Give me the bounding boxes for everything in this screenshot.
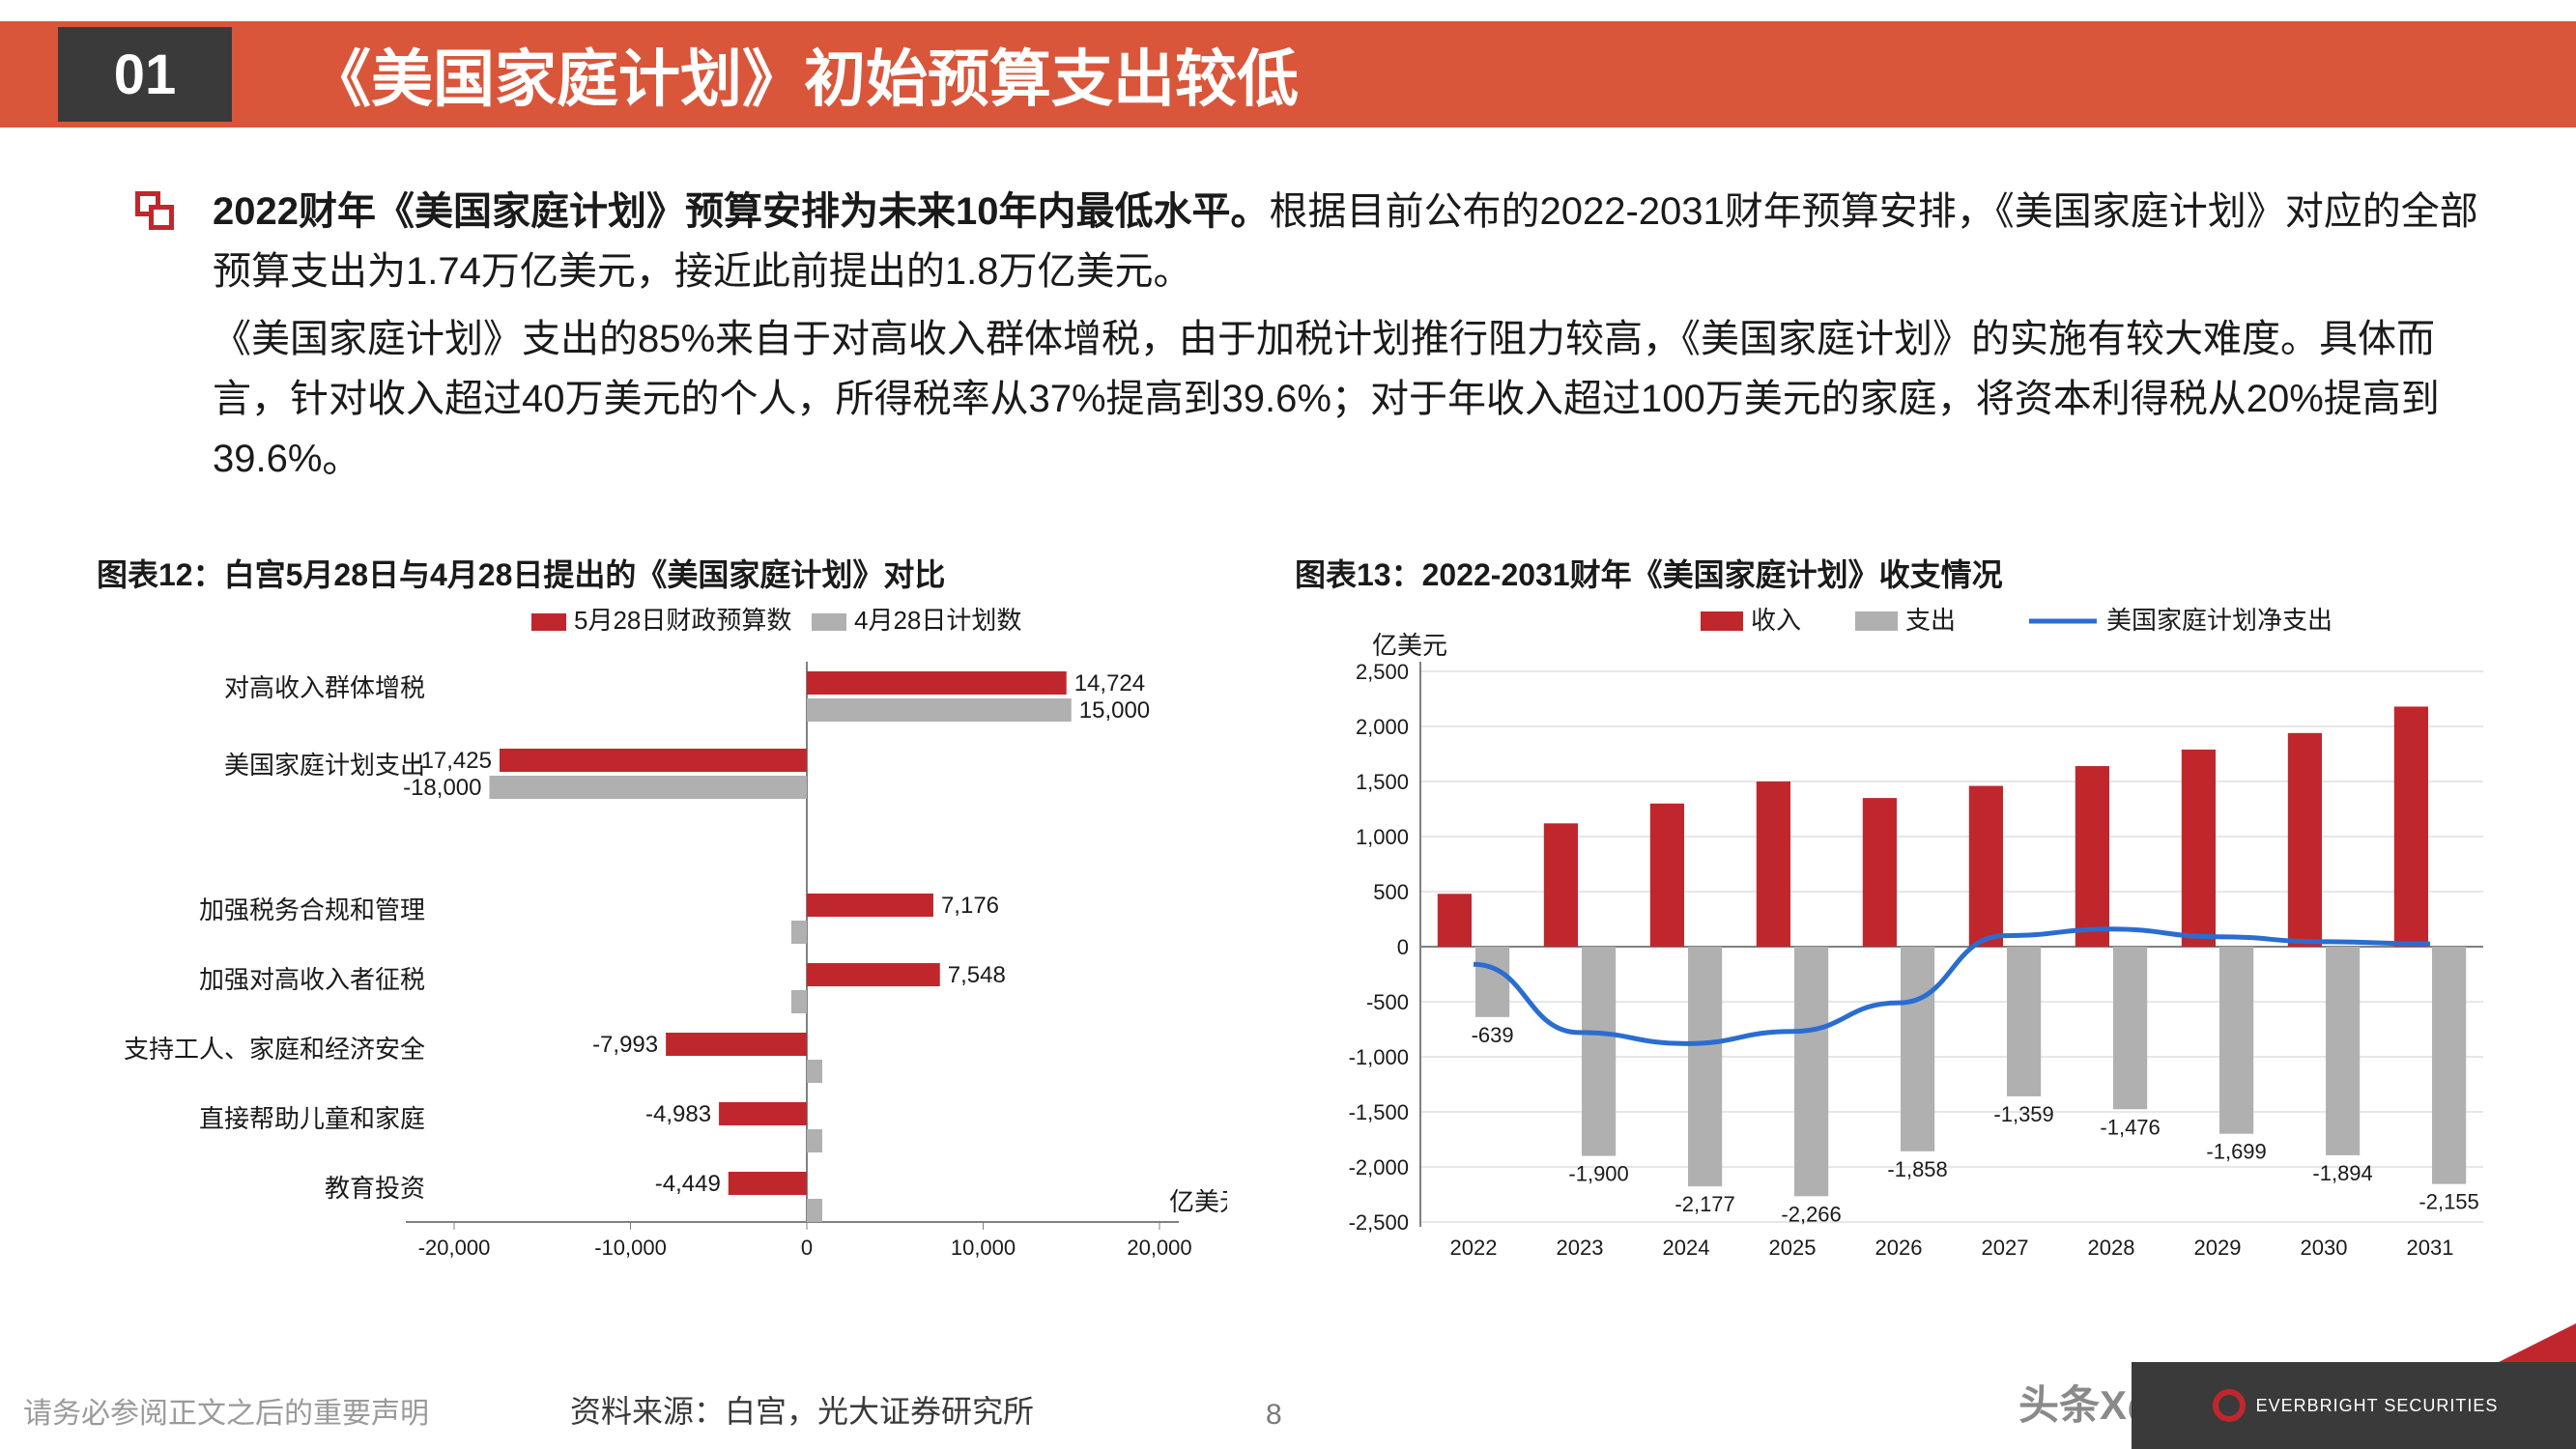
svg-text:-10,000: -10,000 (594, 1236, 667, 1260)
svg-text:-1,359: -1,359 (1993, 1102, 2053, 1126)
svg-text:亿美元: 亿美元 (1169, 1187, 1227, 1216)
svg-text:-20,000: -20,000 (418, 1236, 491, 1260)
logo-block: EVERBRIGHT SECURITIES (2132, 1362, 2576, 1449)
svg-text:0: 0 (1397, 935, 1409, 959)
svg-text:2029: 2029 (2194, 1236, 2242, 1260)
svg-text:2025: 2025 (1769, 1236, 1817, 1260)
chart12-title: 图表12：白宫5月28日与4月28日提出的《美国家庭计划》对比 (97, 551, 945, 595)
svg-text:-1,500: -1,500 (1349, 1100, 1409, 1124)
svg-text:2,000: 2,000 (1356, 715, 1409, 739)
paragraph-1: 2022财年《美国家庭计划》预算安排为未来10年内最低水平。根据目前公布的202… (213, 182, 2483, 301)
section-number: 01 (58, 27, 232, 122)
svg-text:-2,155: -2,155 (2419, 1190, 2478, 1214)
svg-text:4月28日计划数: 4月28日计划数 (854, 606, 1021, 635)
svg-text:-639: -639 (1472, 1023, 1514, 1047)
svg-text:-1,900: -1,900 (1568, 1162, 1628, 1186)
svg-text:教育投资: 教育投资 (325, 1174, 425, 1203)
svg-text:2027: 2027 (1982, 1236, 2029, 1260)
header-bar: 《美国家庭计划》初始预算支出较低 (0, 21, 2576, 128)
svg-text:2022: 2022 (1450, 1236, 1498, 1260)
svg-text:-1,699: -1,699 (2206, 1140, 2266, 1164)
svg-text:收入: 收入 (1751, 606, 1801, 635)
svg-text:支出: 支出 (1905, 606, 1956, 635)
logo-accent (2499, 1323, 2576, 1362)
svg-text:亿美元: 亿美元 (1372, 631, 1447, 660)
svg-text:加强税务合规和管理: 加强税务合规和管理 (199, 895, 425, 924)
svg-text:美国家庭计划支出: 美国家庭计划支出 (224, 751, 425, 780)
svg-text:对高收入群体增税: 对高收入群体增税 (224, 673, 425, 702)
svg-text:加强对高收入者征税: 加强对高收入者征税 (199, 965, 425, 994)
logo-icon (2210, 1386, 2248, 1425)
chart13-title: 图表13：2022-2031财年《美国家庭计划》收支情况 (1295, 551, 2003, 595)
disclaimer: 请务必参阅正文之后的重要声明 (23, 1389, 429, 1432)
svg-text:2023: 2023 (1557, 1236, 1604, 1260)
svg-text:2024: 2024 (1663, 1236, 1710, 1260)
svg-text:1,500: 1,500 (1356, 770, 1409, 794)
svg-text:2030: 2030 (2301, 1236, 2348, 1260)
svg-text:2031: 2031 (2407, 1236, 2454, 1260)
svg-text:-1,894: -1,894 (2312, 1161, 2372, 1185)
svg-text:支持工人、家庭和经济安全: 支持工人、家庭和经济安全 (124, 1035, 425, 1064)
svg-text:2,500: 2,500 (1356, 660, 1409, 684)
body-text: 2022财年《美国家庭计划》预算安排为未来10年内最低水平。根据目前公布的202… (213, 182, 2483, 497)
svg-text:14,724: 14,724 (1074, 670, 1145, 696)
svg-text:-1,000: -1,000 (1349, 1045, 1409, 1069)
bullet-icon (135, 191, 174, 230)
svg-text:-17,425: -17,425 (414, 748, 492, 774)
svg-text:-2,177: -2,177 (1674, 1192, 1734, 1216)
svg-text:20,000: 20,000 (1127, 1236, 1191, 1260)
svg-text:-4,983: -4,983 (645, 1101, 711, 1127)
paragraph-2: 《美国家庭计划》支出的85%来自于对高收入群体增税，由于加税计划推行阻力较高，《… (213, 309, 2483, 489)
svg-text:-2,500: -2,500 (1349, 1210, 1409, 1235)
source-text: 资料来源：白宫，光大证券研究所 (570, 1387, 1034, 1432)
page-number: 8 (1266, 1399, 1282, 1432)
svg-text:-500: -500 (1366, 990, 1409, 1014)
svg-text:7,176: 7,176 (941, 893, 999, 919)
svg-text:-2,266: -2,266 (1781, 1202, 1841, 1226)
svg-text:美国家庭计划净支出: 美国家庭计划净支出 (2106, 606, 2333, 635)
svg-text:直接帮助儿童和家庭: 直接帮助儿童和家庭 (199, 1104, 425, 1133)
svg-text:10,000: 10,000 (951, 1236, 1016, 1260)
svg-text:-2,000: -2,000 (1349, 1155, 1409, 1179)
svg-text:1,000: 1,000 (1356, 825, 1409, 849)
svg-text:-7,993: -7,993 (592, 1032, 658, 1058)
chart12: 5月28日财政预算数 4月28日计划数 -20,000 -10,000 0 10,000 2… (97, 604, 1227, 1280)
logo-text: EVERBRIGHT SECURITIES (2256, 1396, 2499, 1416)
svg-text:7,548: 7,548 (948, 962, 1006, 988)
svg-text:2028: 2028 (2088, 1236, 2135, 1260)
svg-text:0: 0 (801, 1236, 813, 1260)
svg-text:500: 500 (1373, 880, 1409, 904)
svg-text:-1,476: -1,476 (2100, 1115, 2160, 1139)
svg-text:5月28日财政预算数: 5月28日财政预算数 (574, 606, 791, 635)
svg-text:-1,858: -1,858 (1887, 1157, 1947, 1181)
svg-text:-18,000: -18,000 (403, 775, 481, 801)
svg-text:15,000: 15,000 (1079, 697, 1150, 724)
p1-bold: 2022财年《美国家庭计划》预算安排为未来10年内最低水平。 (213, 190, 1269, 233)
chart13: 收入 支出 美国家庭计划净支出亿美元 -2,500 -2,000 -1,500 -1,000… (1295, 604, 2503, 1280)
svg-text:-4,449: -4,449 (655, 1171, 721, 1197)
page-title: 《美国家庭计划》初始预算支出较低 (309, 30, 1299, 119)
svg-text:2026: 2026 (1875, 1236, 1923, 1260)
